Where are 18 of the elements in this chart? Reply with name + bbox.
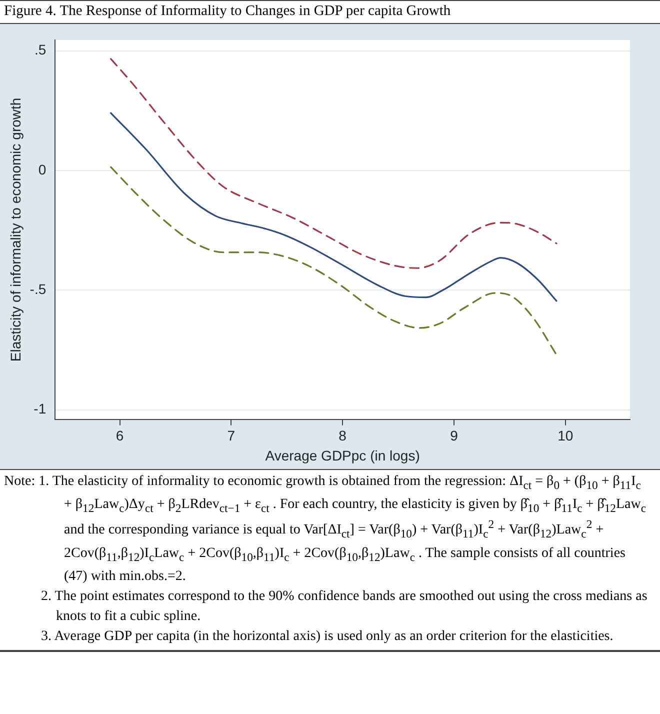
- y-tick-label: 0: [38, 161, 46, 178]
- y-axis-title: Elasticity of informality to economic growth: [7, 98, 24, 362]
- y-tick-label: -1: [34, 400, 46, 417]
- line-series: [110, 58, 558, 269]
- x-tick-label: 8: [338, 428, 347, 444]
- text: Note: 1. The elasticity of informality to economic growth is obtained from the regression: ΔI$_{ct}$ = β$_{0}$ + (β$_{10}$ + β$_{11}$I$_{c}$ + β$_{12}$Law$_{c}$)Δy$_{ct}$ + β$_{2}$LRdev$_{ct−1}$ + ε$_{ct}$ . For each country, the elasticity is given by β̂$_{10}$ + β̂$_{11}$I$_{c}$ + β̂$_{12}$Law$_{c}$ and the corresponding variance is equal to Var[ΔI$_{ct}$] = Var(β$_{10}$) + Var(β$_{11}$)I$_{c}$$^{2}$ + Var(β$_{12}$)Law$_{c}$$^{2}$ + 2Cov(β$_{11}$,β$_{12}$)I$_{c}$Law$_{c}$ + 2Cov(β$_{10}$,β$_{11}$)I$_{c}$ + 2Cov(β$_{10}$,β$_{12}$)Law$_{c}$ . The sample consists of all countries (47) with min.obs.=2.: [4, 474, 646, 584]
- x-tick-label: 7: [227, 428, 236, 444]
- text: 2. The point estimates correspond to the 90% confidence bands are smoothed out using the cross medians as knots to fit a cubic spline.: [40, 588, 648, 626]
- chart-title: Figure 4. The Response of Informality to Changes in GDP per capita Growth: [0, 0, 660, 24]
- x-tick-label: 6: [116, 428, 124, 444]
- y-tick-label: .5: [34, 42, 46, 58]
- line-series: [110, 112, 558, 302]
- x-axis-title: Average GDPpc (in logs): [265, 447, 420, 464]
- x-tick-label: 9: [450, 428, 458, 444]
- x-tick-label: 10: [558, 428, 574, 444]
- line-series: [110, 166, 558, 356]
- text: 3. Average GDP per capita (in the horizontal axis) is used only as an order criterion for the elasticities.: [40, 628, 614, 646]
- y-tick-label: -.5: [30, 281, 46, 297]
